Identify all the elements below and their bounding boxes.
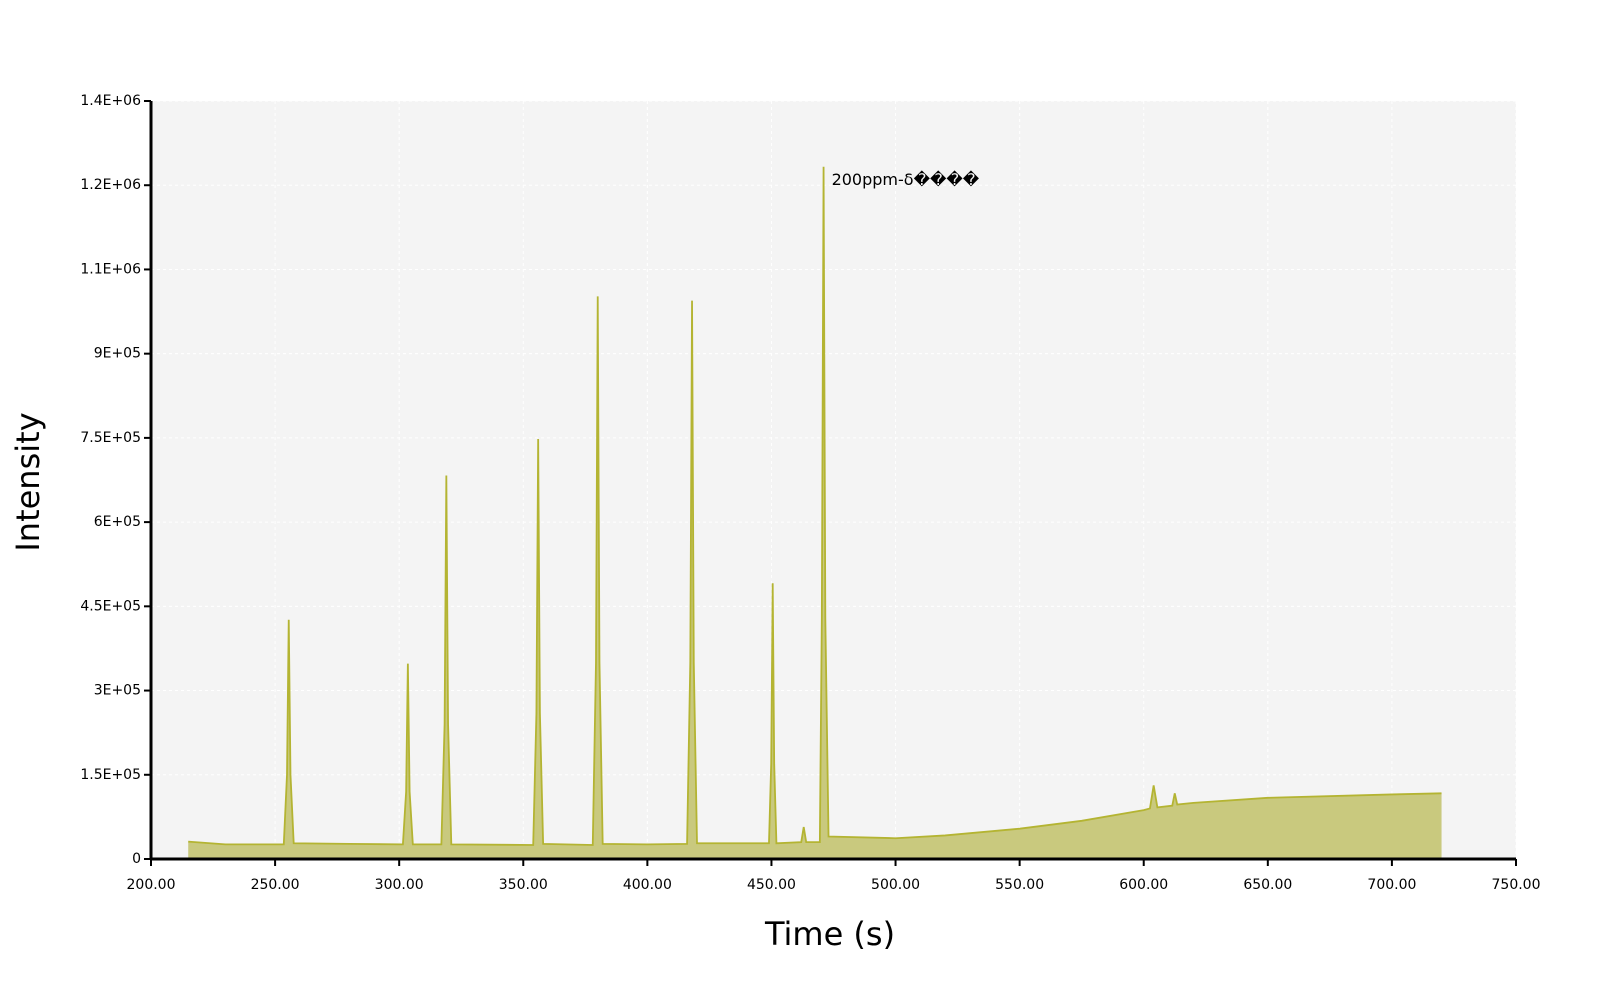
annotation: 200ppm-δ���� — [832, 170, 980, 189]
y-tick-label: 0 — [132, 851, 141, 867]
y-tick-label: 1.5E+05 — [80, 767, 141, 783]
x-tick-label: 400.00 — [623, 877, 672, 893]
y-tick-label: 4.5E+05 — [80, 598, 141, 614]
plot-background — [151, 101, 1516, 859]
y-tick-label: 1.2E+06 — [80, 177, 141, 193]
x-tick-label: 550.00 — [995, 877, 1044, 893]
x-tick-label: 750.00 — [1492, 877, 1541, 893]
x-tick-label: 600.00 — [1119, 877, 1168, 893]
x-tick-label: 250.00 — [251, 877, 300, 893]
y-axis-title: Intensity — [9, 412, 47, 551]
x-tick-label: 650.00 — [1243, 877, 1292, 893]
y-tick-label: 1.4E+06 — [80, 93, 141, 109]
x-axis-title: Time (s) — [764, 915, 895, 953]
x-tick-label: 450.00 — [747, 877, 796, 893]
x-tick-label: 700.00 — [1367, 877, 1416, 893]
x-tick-label: 300.00 — [375, 877, 424, 893]
x-tick-label: 500.00 — [871, 877, 920, 893]
x-tick-label: 350.00 — [499, 877, 548, 893]
area-line — [188, 166, 1442, 846]
y-tick-label: 9E+05 — [94, 346, 141, 362]
y-tick-label: 6E+05 — [94, 514, 141, 530]
x-tick-label: 200.00 — [127, 877, 176, 893]
y-tick-label: 1.1E+06 — [80, 261, 141, 277]
y-tick-label: 3E+05 — [94, 683, 141, 699]
y-tick-label: 7.5E+05 — [80, 430, 141, 446]
